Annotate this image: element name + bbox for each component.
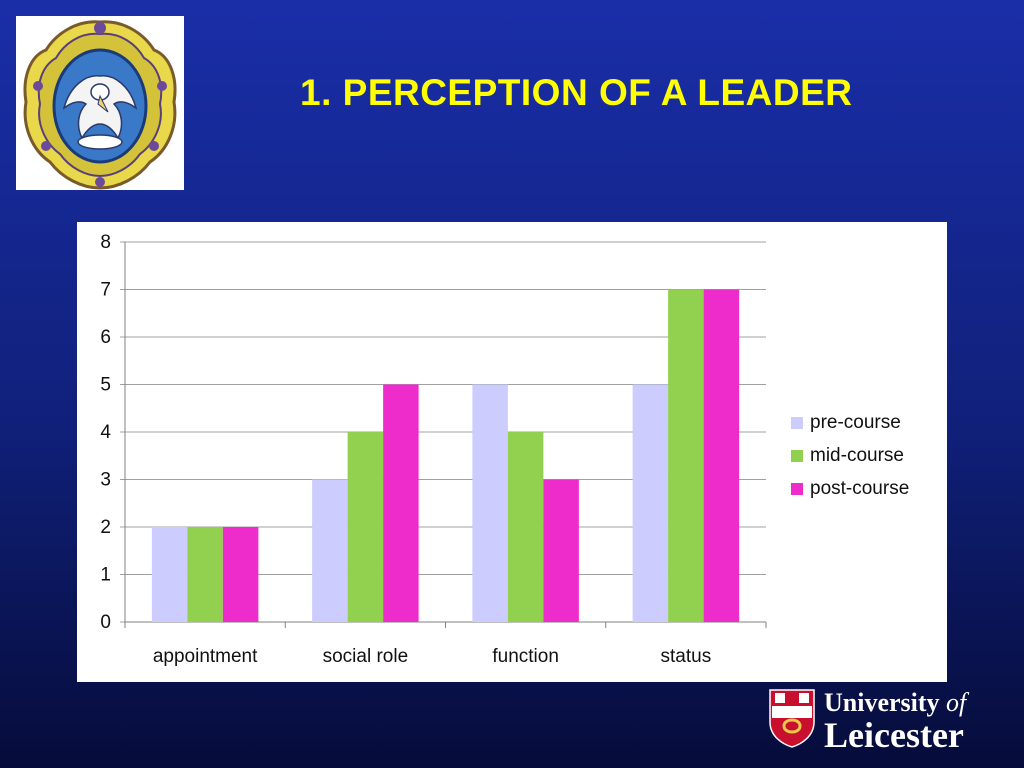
y-tick-label: 7	[100, 280, 111, 301]
y-tick-label: 4	[100, 422, 111, 443]
bar-mid-course-social-role	[347, 432, 384, 622]
bar-pre-course-appointment	[151, 527, 188, 622]
chart-plot: 0 1 2 3 4 5 6 7 8 appointment social role function s…	[100, 232, 767, 667]
bar-mid-course-appointment	[187, 527, 223, 622]
university-of-leicester-logo: University of Leicester	[768, 688, 1013, 755]
x-tick-label: social role	[323, 646, 409, 667]
legend-label-mid-course: mid-course	[810, 444, 904, 466]
logo-line-university: University of	[824, 688, 966, 718]
x-tick-label: function	[492, 646, 559, 667]
bar-post-course-status	[703, 289, 740, 622]
bar-mid-course-status	[668, 289, 704, 622]
y-tick-label: 8	[100, 232, 111, 253]
slide-title: 1. PERCEPTION OF A LEADER	[300, 72, 853, 113]
x-tick-label: status	[661, 646, 712, 667]
legend-item-pre-course: pre-course	[791, 406, 909, 439]
bar-post-course-social-role	[383, 384, 419, 622]
bar-post-course-function	[543, 479, 579, 622]
bar-post-course-appointment	[222, 527, 259, 622]
legend-swatch-mid-course	[791, 449, 803, 462]
y-tick-label: 3	[100, 470, 111, 491]
y-tick-label: 5	[100, 375, 111, 396]
crest-logo	[16, 16, 184, 190]
x-tick-label: appointment	[153, 646, 258, 667]
bar-mid-course-function	[507, 432, 544, 622]
y-tick-label: 2	[100, 517, 111, 538]
bar-chart: 0 1 2 3 4 5 6 7 8 appointment social role function s…	[77, 222, 947, 682]
logo-word-university: University	[824, 688, 940, 717]
bar-pre-course-social-role	[312, 479, 348, 622]
legend-item-mid-course: mid-course	[791, 439, 909, 472]
leicester-shield-icon	[769, 689, 815, 748]
y-tick-label: 0	[100, 612, 111, 633]
y-tick-label: 1	[100, 565, 111, 586]
logo-word-leicester: Leicester	[824, 715, 964, 755]
bar-pre-course-function	[472, 384, 508, 622]
bar-pre-course-status	[632, 384, 669, 622]
legend-item-post-course: post-course	[791, 472, 909, 505]
legend-swatch-post-course	[791, 482, 803, 495]
y-tick-label: 6	[100, 327, 111, 348]
chart-legend: pre-course mid-course post-course	[791, 406, 909, 505]
logo-word-of: of	[946, 688, 967, 717]
legend-label-post-course: post-course	[810, 477, 910, 499]
legend-swatch-pre-course	[791, 416, 803, 429]
pelican-crest-icon	[23, 20, 177, 190]
legend-label-pre-course: pre-course	[810, 411, 901, 433]
